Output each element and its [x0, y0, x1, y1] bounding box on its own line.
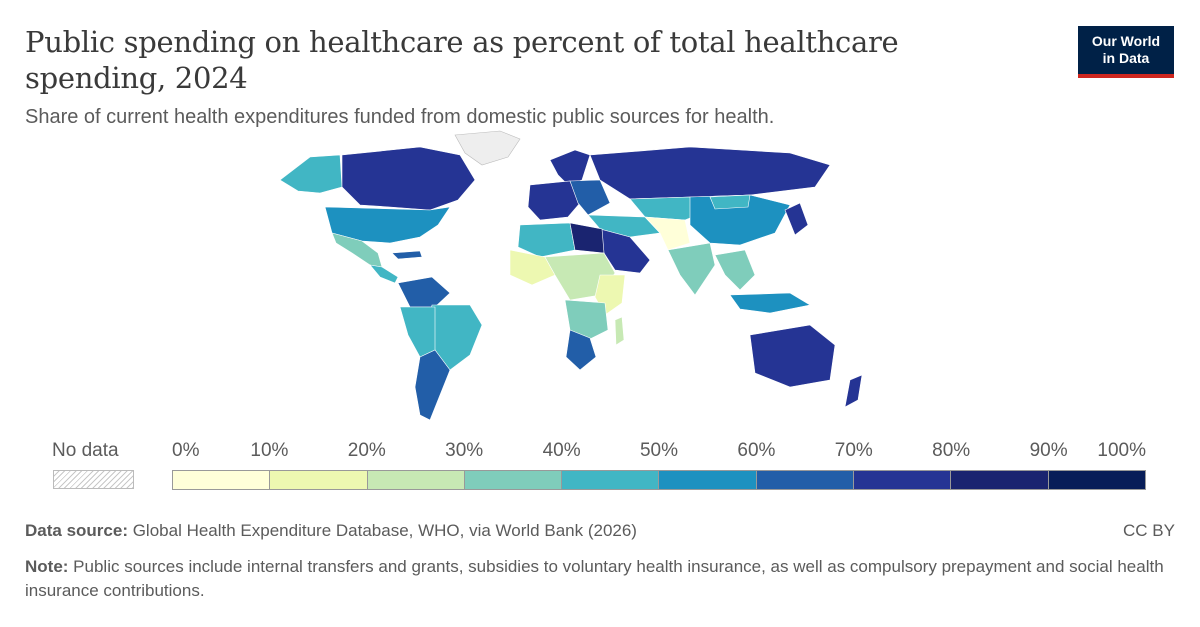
license-link[interactable]: CC BY	[1123, 521, 1175, 540]
legend-swatch-0[interactable]	[173, 471, 271, 489]
world-map[interactable]	[270, 125, 930, 435]
region-greenland	[454, 130, 521, 166]
note-text: Public sources include internal transfer…	[25, 557, 1164, 600]
region-australia	[749, 324, 836, 388]
source-label: Data source:	[25, 521, 128, 540]
chart-note: Note: Public sources include internal tr…	[25, 555, 1165, 603]
region-peru-bolivia	[399, 306, 436, 358]
region-argentina-chile	[414, 349, 451, 421]
region-russia	[589, 146, 831, 200]
legend-tick-label: 90%	[1029, 440, 1068, 461]
legend-tick-labels: 0% 10% 20% 30% 40% 50% 60% 70% 80% 90% 100%	[172, 440, 1146, 464]
legend-tick-label: 40%	[542, 440, 581, 461]
legend-color-bar[interactable]	[172, 470, 1146, 490]
region-colombia-venezuela	[397, 276, 451, 308]
region-turkey-iran	[587, 214, 661, 238]
region-india	[667, 242, 716, 296]
note-label: Note:	[25, 557, 69, 576]
legend-swatch-9[interactable]	[1048, 471, 1145, 489]
legend-tick-label: 70%	[834, 440, 873, 461]
logo-line-2: in Data	[1102, 50, 1150, 66]
region-caribbean	[391, 250, 423, 260]
region-korea-japan	[784, 202, 809, 236]
legend-tick-label: 0%	[172, 440, 200, 461]
legend-swatch-7[interactable]	[854, 471, 952, 489]
region-indonesia	[729, 292, 811, 314]
legend-tick-label: 100%	[1097, 440, 1146, 461]
legend-no-data-label: No data	[52, 440, 119, 461]
region-mongolia	[709, 194, 751, 210]
source-text: Global Health Expenditure Database, WHO,…	[127, 521, 637, 540]
data-source: Data source: Global Health Expenditure D…	[25, 521, 637, 541]
region-north-africa-west	[517, 222, 576, 258]
owid-logo[interactable]: Our World in Data	[1078, 26, 1174, 78]
legend-tick-label: 50%	[639, 440, 679, 461]
chart-title: Public spending on healthcare as percent…	[25, 25, 899, 95]
legend-swatch-3[interactable]	[464, 471, 563, 489]
region-alaska	[279, 154, 343, 194]
region-canada	[341, 146, 476, 211]
legend-tick-label: 10%	[250, 440, 289, 461]
chart-subtitle: Share of current health expenditures fun…	[25, 106, 775, 128]
legend-swatch-2[interactable]	[367, 471, 465, 489]
logo-line-1: Our World	[1091, 33, 1161, 49]
legend-tick-label: 30%	[445, 440, 484, 461]
legend-tick-label: 20%	[347, 440, 386, 461]
legend-swatch-8[interactable]	[951, 471, 1049, 489]
legend-swatch-6[interactable]	[756, 471, 855, 489]
region-south-africa	[565, 329, 597, 371]
region-afghanistan-pakistan	[644, 216, 691, 251]
region-scandinavia	[549, 149, 591, 186]
legend-swatch-4[interactable]	[562, 471, 660, 489]
region-central-america	[369, 264, 399, 284]
region-new-zealand	[844, 374, 863, 408]
region-southern-central-africa	[564, 299, 609, 341]
region-west-africa	[509, 249, 556, 286]
legend-tick-label: 80%	[932, 440, 971, 461]
legend-swatch-1[interactable]	[270, 471, 368, 489]
region-madagascar	[614, 316, 625, 346]
legend-no-data-swatch	[53, 470, 134, 489]
legend-swatch-5[interactable]	[659, 471, 757, 489]
region-southeast-asia	[714, 249, 756, 291]
region-eastern-europe	[569, 179, 611, 216]
legend-tick-label: 60%	[737, 440, 776, 461]
